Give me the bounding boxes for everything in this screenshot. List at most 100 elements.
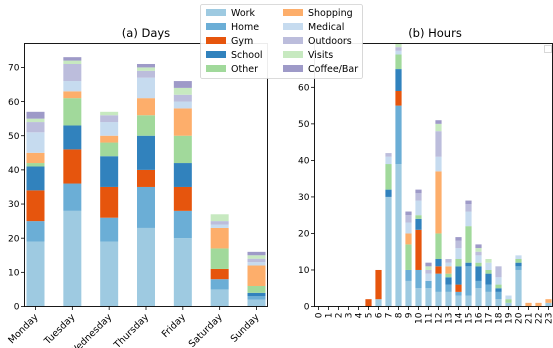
bar-hours-14-other [455,259,462,267]
bar-hours-16-outdoors [475,251,482,256]
bar-hours-10-coffee-bar [415,189,422,194]
bar-hours-12-home [435,273,442,292]
bar-hours-12-medical [435,156,442,172]
ytick-label-hours-20: 20 [298,230,310,240]
bar-hours-12-gym [435,266,442,274]
bar-hours-19-medical [505,295,512,300]
bar-days-wednesday-visits [100,111,119,116]
bar-days-wednesday-gym [100,186,119,218]
ytick-label-days-70: 70 [8,64,20,74]
bar-days-monday-outdoors [26,122,45,133]
bar-hours-15-home [465,266,472,296]
xtick-label-hours-18: 18 [495,312,505,324]
bar-hours-8-medical [395,50,402,55]
xtick-label-hours-22: 22 [535,313,545,324]
bar-hours-20-medical [515,255,522,260]
bar-hours-8-school [395,69,402,91]
bar-days-saturday-gym [210,268,229,280]
xtick-label-hours-10: 10 [415,312,425,324]
xtick-label-hours-3: 3 [345,313,355,319]
bar-hours-14-coffee-bar [455,237,462,241]
bar-days-sunday-shopping [247,265,266,286]
legend-swatch-other [206,65,226,72]
bar-days-saturday-medical [210,224,229,228]
bar-hours-16-visits [475,248,482,252]
bar-hours-8-other [395,54,402,70]
bar-hours-15-school [465,262,472,267]
bar-hours-8-visits [395,43,402,48]
panel-hours-x-axis: 0 1 2 3 4 5 6 7 8 9 10 11 12 13 14 15 16 17 18 19 20 21 22 23 [315,306,553,324]
bar-days-thursday-other [137,115,155,136]
legend-label-visits: Visits [308,50,333,61]
bar-hours-17-school [485,273,492,285]
bar-hours-12-work [435,291,442,307]
bar-hours-7-medical [385,156,392,165]
legend-swatch-coffee-bar [283,65,303,72]
bar-hours-10-medical [415,200,422,216]
xtick-label-hours-20: 20 [515,312,525,324]
legend-swatch-work [206,9,226,16]
bar-hours-20-home [515,266,522,270]
bar-hours-15-other [465,226,472,263]
bar-days-friday-shopping [173,108,192,136]
bar-hours-8-gym [395,90,402,106]
legend-frame [200,4,363,79]
legend-label-work: Work [231,8,256,19]
panel-days-bars [26,57,266,307]
bar-days-wednesday-medical [100,122,119,136]
xtick-label-days-tuesday: Tuesday [42,312,78,348]
legend-swatch-medical [283,23,303,30]
bar-days-saturday-other [210,248,229,269]
bar-hours-6-work [375,299,382,307]
bar-hours-9-work [405,280,412,307]
bar-days-wednesday-shopping [100,135,119,143]
bar-days-thursday-outdoors [137,70,155,78]
ytick-label-days-30: 30 [8,200,20,210]
bar-hours-14-home [455,291,462,296]
bar-days-sunday-coffee-bar [247,251,266,256]
bar-hours-10-home [415,269,422,289]
bar-hours-7-school [385,189,392,197]
bar-hours-23-work [545,302,552,307]
xtick-label-hours-9: 9 [405,312,415,318]
bar-hours-8-home [395,105,402,165]
legend-label-other: Other [231,64,258,75]
bar-hours-9-shopping [405,233,412,245]
bar-hours-10-school [415,218,422,230]
bar-days-monday-medical [26,132,45,153]
legend-swatch-school [206,51,226,58]
xtick-label-hours-12: 12 [435,313,445,324]
bar-days-sunday-other [247,286,266,293]
bar-days-saturday-outdoors [210,221,229,225]
bar-days-monday-coffee-bar [26,111,45,119]
bar-hours-20-work [515,269,522,307]
xtick-label-hours-14: 14 [455,312,465,324]
bar-days-monday-shopping [26,152,45,164]
legend-swatch-gym [206,37,226,44]
bar-days-friday-gym [173,186,192,211]
bar-days-tuesday-home [63,183,82,211]
bar-hours-12-outdoors [435,131,442,157]
bar-hours-13-shopping [445,266,452,274]
bar-hours-17-work [485,291,492,307]
bar-hours-16-home [475,280,482,289]
ytick-label-days-20: 20 [8,234,20,244]
bar-days-wednesday-school [100,156,119,187]
bar-hours-12-shopping [435,171,442,234]
xtick-label-hours-16: 16 [475,312,485,324]
bar-days-tuesday-school [63,125,82,150]
bar-hours-18-school [495,288,502,292]
bar-hours-11-coffee-bar [425,262,432,267]
ytick-label-days-40: 40 [8,166,20,176]
bar-days-friday-medical [173,101,192,109]
ytick-label-days-60: 60 [8,98,20,108]
bar-hours-11-medical [425,273,432,281]
xtick-label-hours-11: 11 [425,313,435,324]
bar-days-thursday-medical [137,77,155,99]
ytick-label-hours-50: 50 [298,120,310,130]
bar-days-friday-work [173,238,192,307]
bar-hours-7-work [385,196,392,307]
bar-days-monday-other [26,163,45,167]
bar-hours-20-other [515,259,522,263]
